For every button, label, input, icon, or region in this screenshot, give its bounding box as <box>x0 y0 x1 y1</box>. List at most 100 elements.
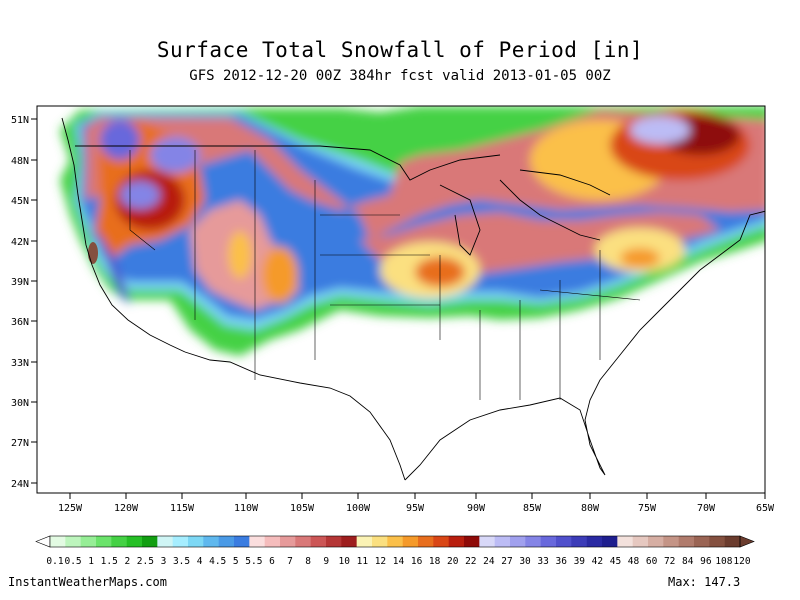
legend-swatch <box>648 536 664 547</box>
site-credit: InstantWeatherMaps.com <box>8 575 167 589</box>
legend-label: 5 <box>233 556 239 567</box>
legend-label: 4.5 <box>209 556 226 567</box>
legend-swatch <box>709 536 725 547</box>
legend-label: 39 <box>574 556 586 567</box>
legend-label: 4 <box>197 556 203 567</box>
lat-label: 33N <box>11 358 29 369</box>
legend-swatch <box>341 536 357 547</box>
legend-swatch <box>96 536 112 547</box>
map-title: Surface Total Snowfall of Period [in] <box>156 38 644 62</box>
legend-arrow-low <box>35 535 51 548</box>
legend-label: 6 <box>269 556 275 567</box>
legend-swatch <box>494 536 511 547</box>
axis-ticks <box>31 118 766 499</box>
lon-label: 80W <box>581 503 600 514</box>
max-value: Max: 147.3 <box>668 575 741 589</box>
map-frame <box>36 105 766 494</box>
legend-label: 18 <box>429 556 441 567</box>
legend-swatch <box>234 536 250 547</box>
legend-label: 33 <box>537 556 548 567</box>
legend-label: 45 <box>610 556 621 567</box>
lat-label: 48N <box>11 156 29 167</box>
lon-label: 90W <box>467 503 486 514</box>
legend-label: 7 <box>287 556 293 567</box>
legend-swatch <box>571 536 587 547</box>
legend-swatch <box>326 536 342 547</box>
legend-swatch <box>264 536 281 547</box>
legend-swatch <box>372 536 388 547</box>
legend-swatch <box>172 536 189 547</box>
lon-label: 115W <box>170 503 195 514</box>
lat-label: 39N <box>11 277 29 288</box>
legend-swatch <box>126 536 143 547</box>
legend-label: 3 <box>161 556 167 567</box>
lat-label: 36N <box>11 317 29 328</box>
legend-label: 96 <box>700 556 712 567</box>
lon-label: 65W <box>756 503 775 514</box>
legend-swatch <box>540 536 557 547</box>
legend-swatch <box>310 536 327 547</box>
legend-swatch <box>295 536 311 547</box>
color-legend: 0.1 0.5 1 1.5 2 2.5 3 3.5 4 4.5 5 5.5 6 7 8 9 10 11 12 14 16… <box>35 535 755 567</box>
legend-swatch <box>387 536 403 547</box>
lat-label: 45N <box>11 196 29 207</box>
legend-swatch <box>448 536 465 547</box>
legend-swatch <box>510 536 526 547</box>
lon-label: 110W <box>234 503 259 514</box>
legend-label: 3.5 <box>173 556 190 567</box>
legend-swatch <box>556 536 572 547</box>
legend-swatch <box>157 536 173 547</box>
legend-swatch <box>280 536 296 547</box>
legend-label: 108 <box>715 556 732 567</box>
legend-label: 2.5 <box>137 556 154 567</box>
legend-label: 120 <box>733 556 750 567</box>
lon-label: 105W <box>290 503 315 514</box>
legend-swatch <box>80 536 97 547</box>
legend-swatch <box>617 536 633 547</box>
legend-swatch <box>50 536 66 547</box>
legend-label: 10 <box>339 556 351 567</box>
legend-label: 5.5 <box>245 556 262 567</box>
legend-label: 1.5 <box>101 556 118 567</box>
legend-swatch <box>586 536 603 547</box>
legend-label: 48 <box>628 556 640 567</box>
lat-label: 24N <box>11 479 29 490</box>
legend-swatch <box>724 536 741 547</box>
lon-label: 85W <box>523 503 542 514</box>
legend-swatch <box>479 536 495 547</box>
legend-swatch <box>632 536 649 547</box>
lat-label: 27N <box>11 438 29 449</box>
snowfall-shading <box>60 106 765 356</box>
legend-swatch <box>111 536 127 547</box>
legend-swatch <box>249 536 265 547</box>
legend-label: 9 <box>323 556 329 567</box>
lon-label: 75W <box>638 503 657 514</box>
legend-label: 8 <box>305 556 311 567</box>
legend-swatch <box>203 536 219 547</box>
legend-outline <box>49 535 741 548</box>
legend-label: 11 <box>357 556 369 567</box>
legend-label: 14 <box>393 556 405 567</box>
legend-label: 0.1 <box>46 556 63 567</box>
lon-label: 125W <box>58 503 83 514</box>
lat-label: 30N <box>11 398 29 409</box>
legend-label: 22 <box>465 556 476 567</box>
map-boundaries <box>61 117 765 481</box>
legend-label: 12 <box>375 556 386 567</box>
legend-label: 60 <box>646 556 658 567</box>
legend-swatch <box>65 536 81 547</box>
legend-swatch <box>356 536 373 547</box>
legend-swatch <box>142 536 158 547</box>
lon-label: 70W <box>697 503 716 514</box>
legend-label: 30 <box>519 556 531 567</box>
legend-arrow-high <box>739 535 755 548</box>
lon-label: 120W <box>114 503 139 514</box>
legend-label: 84 <box>682 556 694 567</box>
legend-swatch <box>464 536 480 547</box>
legend-swatch <box>218 536 235 547</box>
legend-swatch <box>418 536 434 547</box>
legend-swatch <box>602 536 618 547</box>
lon-label: 95W <box>406 503 425 514</box>
legend-label: 20 <box>447 556 459 567</box>
